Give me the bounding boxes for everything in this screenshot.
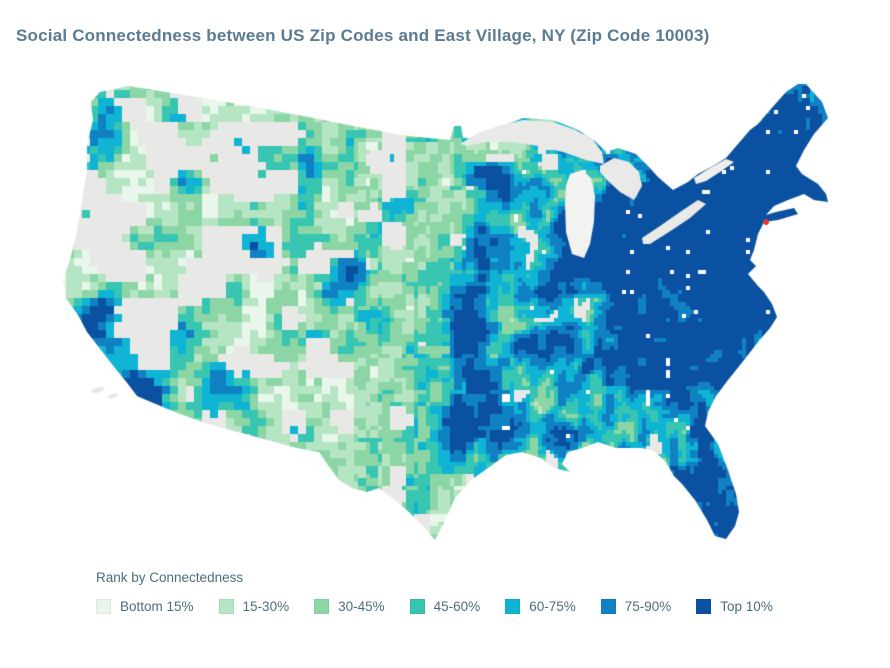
legend-item: 60-75% — [505, 599, 576, 614]
legend-label: 60-75% — [529, 599, 576, 614]
legend-swatch-45-60 — [409, 599, 425, 614]
legend-swatch-60-75 — [505, 599, 521, 614]
legend-item: 30-45% — [314, 599, 385, 614]
legend-label: Top 10% — [720, 599, 773, 614]
legend-swatch-15-30 — [218, 599, 234, 614]
legend-label: 75-90% — [624, 599, 672, 614]
legend-label: 30-45% — [338, 599, 385, 614]
legend-item: 45-60% — [409, 599, 481, 614]
legend-label: 15-30% — [242, 599, 290, 614]
legend-item: Top 10% — [696, 599, 773, 614]
legend-item: 15-30% — [218, 599, 290, 614]
us-choropleth-map — [58, 82, 833, 562]
legend-label: Bottom 15% — [120, 599, 194, 614]
legend-item: 75-90% — [600, 599, 672, 614]
legend-row: Bottom 15% 15-30% 30-45% 45-60% 60-75% 7… — [96, 599, 773, 614]
legend-swatch-75-90 — [600, 599, 616, 614]
us-map — [58, 82, 833, 562]
legend-item: Bottom 15% — [96, 599, 194, 614]
legend-swatch-bottom15 — [96, 599, 111, 614]
east-village-marker — [763, 219, 769, 225]
legend-title: Rank by Connectedness — [96, 570, 244, 585]
legend-label: 45-60% — [433, 599, 481, 614]
legend-swatch-top10 — [696, 599, 712, 614]
legend: Rank by Connectedness Bottom 15% 15-30% … — [96, 570, 773, 614]
chart-title: Social Connectedness between US Zip Code… — [16, 26, 710, 45]
legend-swatch-30-45 — [314, 599, 330, 614]
